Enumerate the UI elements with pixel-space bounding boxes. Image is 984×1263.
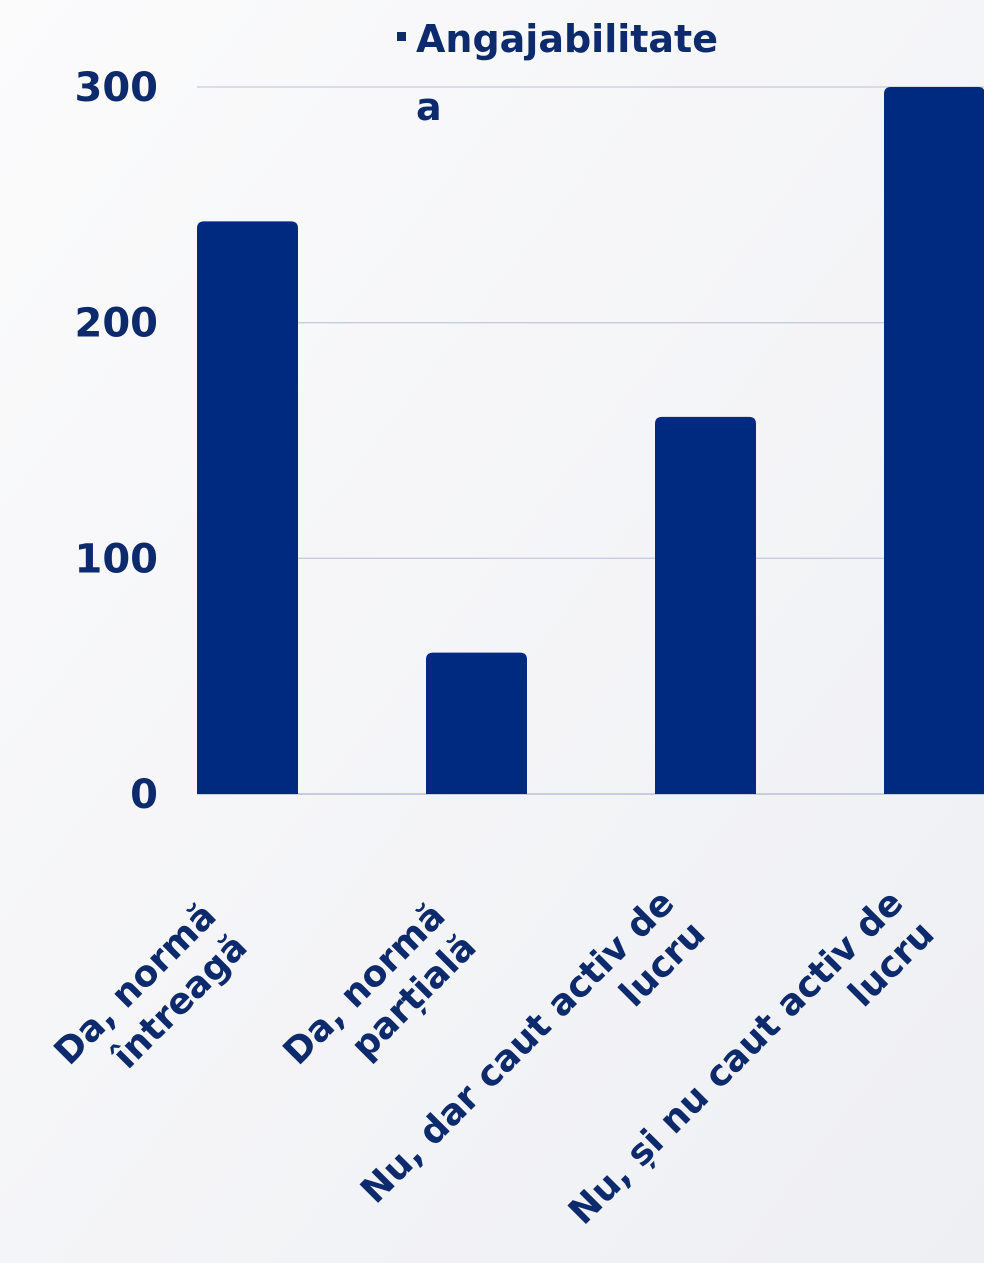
bars <box>197 87 984 794</box>
y-tick-label: 200 <box>75 301 159 347</box>
y-tick-label: 0 <box>130 772 158 818</box>
bar-1 <box>197 221 298 794</box>
gridlines <box>197 86 984 795</box>
bar-3 <box>655 416 756 794</box>
legend-line: Angajabilitate <box>416 17 718 61</box>
legend-line: a <box>416 85 442 129</box>
bar-2 <box>426 652 527 794</box>
y-tick-label: 300 <box>75 65 159 111</box>
legend: Angajabilitate a <box>397 17 718 129</box>
y-axis-ticks: 0 100 200 300 <box>75 65 159 818</box>
bar-4 <box>884 87 984 794</box>
legend-label: Angajabilitate a <box>416 17 718 129</box>
y-tick-label: 100 <box>75 536 159 582</box>
legend-swatch <box>397 32 406 41</box>
